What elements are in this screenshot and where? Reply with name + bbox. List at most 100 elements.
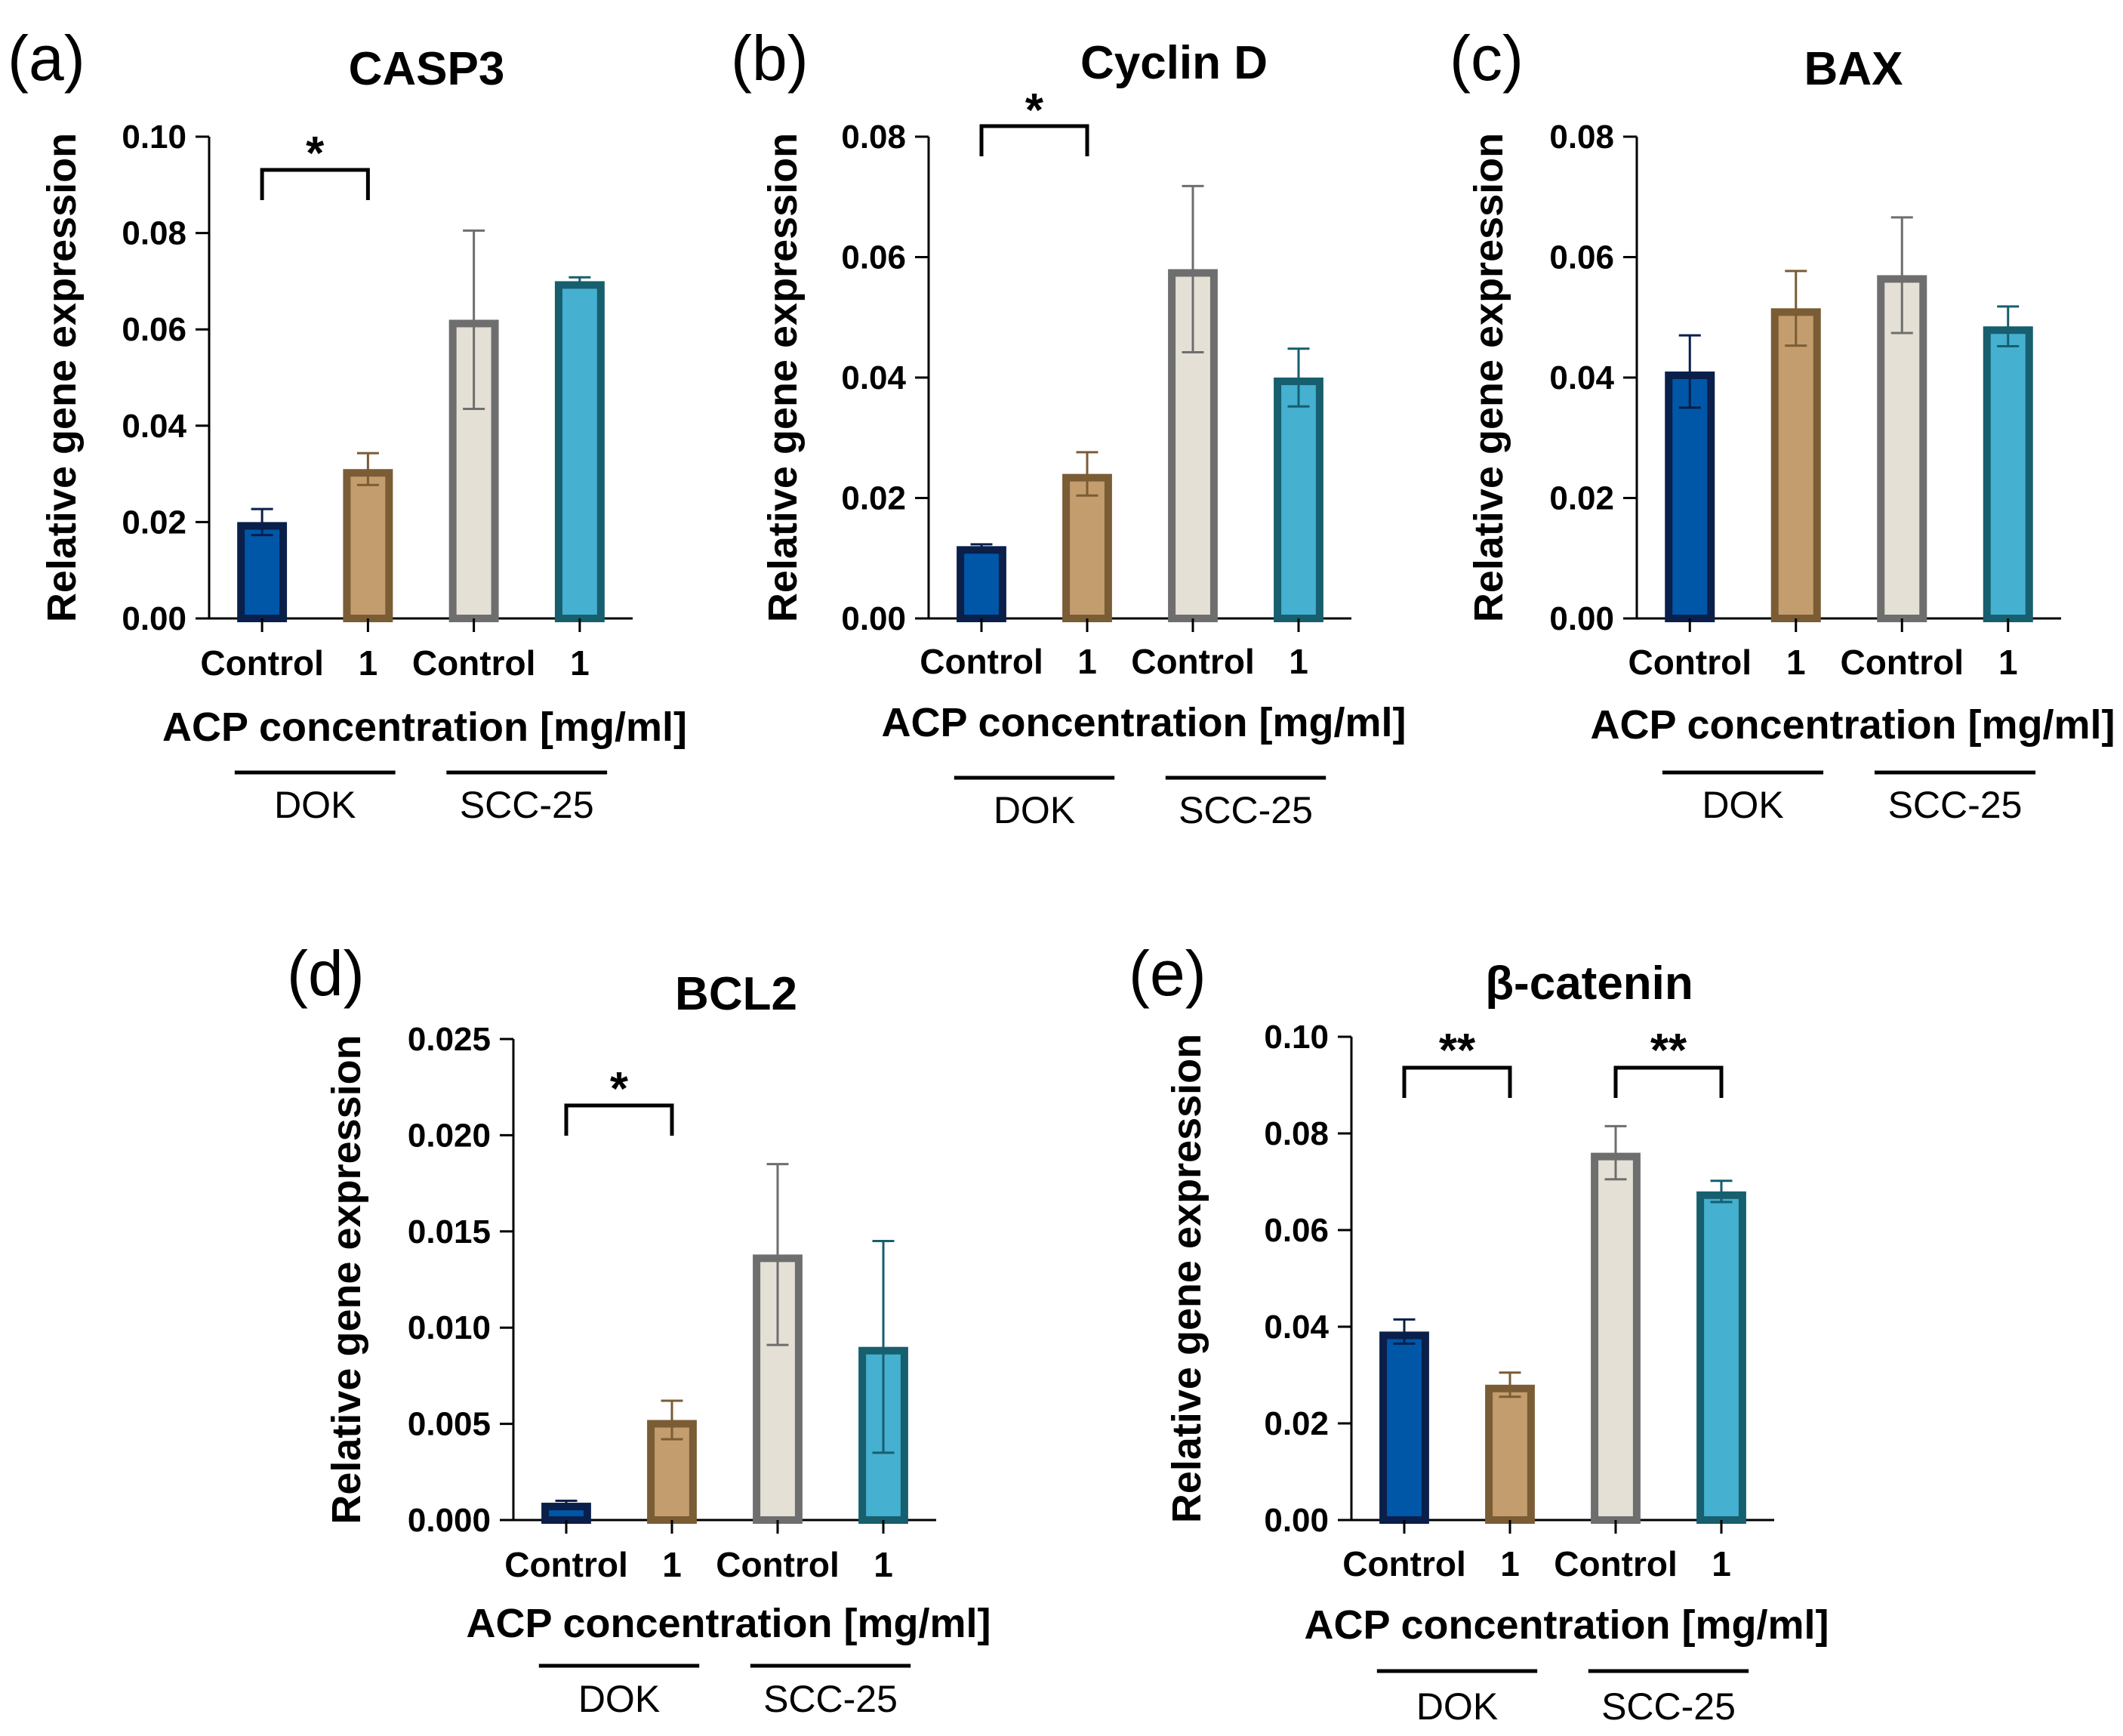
x-tick-label: Control — [412, 643, 536, 683]
x-tick-label: Control — [1554, 1544, 1678, 1583]
x-tick-label: 1 — [570, 643, 590, 683]
group-label: DOK — [1702, 784, 1783, 826]
y-tick-label: 0.04 — [1264, 1309, 1329, 1346]
x-axis-title: ACP concentration [mg/ml] — [466, 1601, 991, 1646]
group-label: DOK — [274, 784, 356, 826]
significance-label: ** — [1650, 1025, 1687, 1077]
chart-title: β-catenin — [1485, 957, 1693, 1010]
x-tick-label: 1 — [1289, 642, 1308, 681]
y-tick-label: 0.10 — [1264, 1019, 1329, 1056]
y-tick-label: 0.06 — [1264, 1212, 1329, 1249]
chart-panel-5: (e) β-catenin 0.00 0.02 0.04 0.06 0.08 0.10 Rela… — [1129, 938, 1829, 1728]
bar — [1983, 326, 2033, 622]
group-label: SCC-25 — [460, 784, 594, 826]
x-axis-title: ACP concentration [mg/ml] — [1590, 702, 2115, 748]
y-tick-label: 0.06 — [1549, 239, 1614, 276]
y-axis-title: Relative gene expression — [39, 133, 85, 622]
chart-title: Cyclin D — [1080, 37, 1268, 89]
bar — [343, 469, 393, 622]
y-tick-label: 0.08 — [841, 119, 906, 156]
y-tick-label: 0.02 — [841, 480, 906, 517]
x-axis-title: ACP concentration [mg/ml] — [881, 700, 1406, 745]
bar — [1379, 1331, 1429, 1525]
significance-bracket — [1613, 1065, 1724, 1098]
group-label: DOK — [994, 789, 1075, 831]
x-tick-label: 1 — [1998, 643, 2018, 682]
x-tick-label: Control — [1342, 1544, 1466, 1583]
panel-label: (e) — [1129, 938, 1206, 1009]
x-axis-title: ACP concentration [mg/ml] — [162, 705, 687, 750]
bar — [1696, 1191, 1746, 1525]
group-label: SCC-25 — [763, 1678, 898, 1720]
bar — [1274, 378, 1323, 622]
x-tick-label: Control — [1840, 643, 1964, 682]
chart-title: CASP3 — [349, 43, 505, 95]
x-tick-label: 1 — [874, 1545, 893, 1584]
significance-label: ** — [1439, 1025, 1476, 1077]
x-tick-label: 1 — [1786, 643, 1806, 682]
x-tick-label: 1 — [1500, 1544, 1520, 1583]
group-label: SCC-25 — [1601, 1685, 1736, 1728]
y-tick-label: 0.04 — [122, 408, 186, 445]
y-axis-title: Relative gene expression — [760, 133, 806, 622]
y-axis-title: Relative gene expression — [1164, 1034, 1209, 1523]
chart-panel-2: (b) Cyclin D 0.00 0.02 0.04 0.06 0.08 Relative … — [731, 23, 1407, 831]
bar — [541, 1503, 591, 1524]
x-tick-label: Control — [1628, 643, 1752, 682]
y-tick-label: 0.015 — [408, 1213, 491, 1250]
y-axis-title: Relative gene expression — [1466, 133, 1511, 622]
y-tick-label: 0.005 — [408, 1406, 491, 1443]
panel-label: (c) — [1450, 23, 1524, 94]
x-tick-label: 1 — [662, 1545, 682, 1584]
x-tick-label: Control — [716, 1545, 840, 1584]
significance-bracket — [564, 1103, 674, 1136]
y-tick-label: 0.06 — [122, 311, 186, 348]
bar — [1591, 1152, 1641, 1524]
group-label: DOK — [1416, 1685, 1498, 1728]
y-tick-label: 0.025 — [408, 1021, 491, 1058]
x-tick-label: 1 — [359, 643, 378, 683]
y-tick-label: 0.08 — [122, 215, 186, 252]
y-tick-label: 0.02 — [122, 504, 186, 541]
chart-title: BAX — [1804, 43, 1903, 95]
bar — [1665, 372, 1715, 622]
y-tick-label: 0.00 — [122, 600, 186, 637]
significance-label: * — [610, 1063, 629, 1115]
significance-label: * — [306, 128, 325, 180]
significance-label: * — [1025, 85, 1044, 137]
x-tick-label: Control — [200, 643, 324, 683]
y-tick-label: 0.00 — [1549, 600, 1614, 637]
bar — [957, 546, 1006, 622]
y-tick-label: 0.00 — [841, 600, 906, 637]
chart-panel-3: (c) BAX 0.00 0.02 0.04 0.06 0.08 Relative gene … — [1450, 23, 2115, 826]
panel-label: (d) — [287, 938, 365, 1009]
y-tick-label: 0.02 — [1264, 1405, 1329, 1442]
significance-bracket — [979, 124, 1089, 156]
bar — [1062, 473, 1112, 622]
significance-bracket — [1402, 1065, 1512, 1098]
bar — [554, 281, 605, 622]
y-tick-label: 0.020 — [408, 1117, 491, 1154]
y-tick-label: 0.02 — [1549, 480, 1614, 517]
y-tick-label: 0.04 — [1549, 359, 1614, 396]
significance-bracket — [260, 168, 370, 200]
panel-label: (a) — [8, 23, 85, 94]
x-tick-label: 1 — [1077, 642, 1097, 681]
x-tick-label: Control — [920, 642, 1043, 681]
y-tick-label: 0.08 — [1264, 1115, 1329, 1152]
panel-label: (b) — [731, 23, 809, 94]
bar — [1485, 1384, 1535, 1525]
group-label: SCC-25 — [1888, 784, 2023, 826]
x-tick-label: Control — [504, 1545, 628, 1584]
y-tick-label: 0.00 — [1264, 1502, 1329, 1539]
group-label: SCC-25 — [1179, 789, 1313, 831]
y-tick-label: 0.010 — [408, 1309, 491, 1346]
x-tick-label: Control — [1131, 642, 1255, 681]
y-tick-label: 0.08 — [1549, 119, 1614, 156]
chart-panel-1: (a) CASP3 0.00 0.02 0.04 0.06 0.08 0.10 Relative… — [8, 23, 687, 826]
bar — [1770, 308, 1821, 622]
bar — [237, 522, 288, 623]
y-tick-label: 0.10 — [122, 119, 186, 156]
y-axis-title: Relative gene expression — [324, 1035, 369, 1524]
